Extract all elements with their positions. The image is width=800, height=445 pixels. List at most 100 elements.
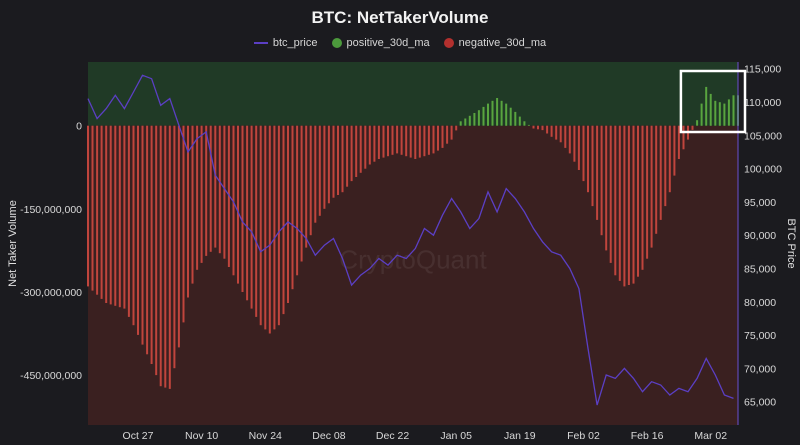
negative-bar <box>605 125 608 251</box>
positive-bar <box>459 121 462 126</box>
negative-bar <box>364 125 367 169</box>
negative-bar <box>577 125 580 170</box>
right-axis-ticks: 65,000 70,000 75,000 80,000 85,000 90,000 95,0… <box>744 64 782 409</box>
negative-bar <box>691 125 694 130</box>
positive-bar <box>518 116 521 126</box>
negative-bar <box>537 125 539 130</box>
negative-bar <box>114 125 117 306</box>
negative-bar <box>677 125 680 159</box>
negative-bar <box>291 125 294 290</box>
x-tick-label: Oct 27 <box>123 430 154 442</box>
negative-bar <box>105 125 108 303</box>
negative-bar <box>196 125 199 270</box>
negative-bar <box>450 125 453 140</box>
negative-bar <box>437 125 439 151</box>
negative-bar <box>564 125 567 148</box>
legend-item-negative[interactable]: negative_30d_ma <box>443 37 547 49</box>
negative-bar <box>300 125 303 262</box>
negative-bar <box>87 125 89 287</box>
negative-bar <box>355 125 358 177</box>
y2-tick-label: 90,000 <box>744 230 776 242</box>
negative-bar <box>277 125 280 326</box>
y-tick-label: -150,000,000 <box>20 204 82 216</box>
positive-bar <box>514 111 517 126</box>
negative-bar <box>618 125 621 281</box>
negative-bar <box>218 125 221 254</box>
negative-bar <box>305 125 308 248</box>
negative-bar <box>346 125 349 187</box>
negative-bar <box>118 125 121 308</box>
negative-bar <box>655 125 658 234</box>
negative-bar <box>382 125 385 158</box>
positive-bar <box>527 124 530 126</box>
negative-bar <box>173 125 176 369</box>
negative-bar <box>414 125 417 159</box>
negative-bar <box>673 125 676 176</box>
negative-bar <box>123 125 126 309</box>
y2-tick-label: 80,000 <box>744 297 776 309</box>
negative-bar <box>109 125 112 305</box>
legend-swatch-positive <box>331 38 342 48</box>
x-tick-label: Dec 22 <box>376 430 409 442</box>
negative-bar <box>664 125 667 207</box>
negative-bar <box>141 125 144 345</box>
negative-bar <box>637 125 639 277</box>
negative-bar <box>641 125 644 270</box>
legend: btc_price positive_30d_ma negative_30d_m… <box>0 37 800 49</box>
negative-bar <box>246 125 249 301</box>
positive-bar <box>714 100 717 126</box>
positive-bar <box>482 106 485 126</box>
positive-bar <box>523 121 526 126</box>
positive-bar <box>500 100 503 126</box>
negative-bar <box>177 125 180 348</box>
negative-bar <box>568 125 571 154</box>
negative-bar <box>137 125 139 335</box>
y2-tick-label: 100,000 <box>744 164 782 176</box>
positive-bar <box>727 99 730 126</box>
negative-bar <box>187 125 189 298</box>
negative-bar <box>391 125 394 155</box>
negative-bar <box>427 125 430 155</box>
legend-item-btc-price[interactable]: btc_price <box>253 37 318 49</box>
positive-bar <box>468 115 471 126</box>
negative-bar <box>337 125 339 195</box>
negative-bar <box>441 125 444 148</box>
negative-bar <box>614 125 617 276</box>
negative-bar <box>387 125 389 157</box>
negative-bar <box>550 125 553 137</box>
negative-bar <box>241 125 244 292</box>
y2-tick-label: 115,000 <box>744 64 781 76</box>
positive-bar <box>700 103 703 126</box>
negative-bar <box>627 125 630 285</box>
negative-bar <box>623 125 626 287</box>
negative-zone <box>88 125 738 426</box>
negative-bar <box>405 125 408 157</box>
negative-bar <box>559 125 562 143</box>
negative-bar <box>282 125 285 315</box>
negative-bar <box>332 125 335 198</box>
y2-tick-label: 95,000 <box>744 197 776 209</box>
legend-item-positive[interactable]: positive_30d_ma <box>331 37 430 49</box>
legend-swatch-negative <box>443 38 454 48</box>
negative-bar <box>573 125 576 162</box>
negative-bar <box>159 125 162 387</box>
x-tick-label: Nov 10 <box>185 430 218 442</box>
negative-bar <box>227 125 230 267</box>
x-tick-label: Feb 02 <box>567 430 600 442</box>
x-tick-label: Nov 24 <box>249 430 282 442</box>
negative-bar <box>546 125 549 134</box>
legend-label-negative: negative_30d_ma <box>458 37 547 49</box>
negative-bar <box>182 125 185 323</box>
highlight-box <box>679 69 747 134</box>
y2-tick-label: 70,000 <box>744 363 776 375</box>
x-tick-label: Feb 16 <box>631 430 664 442</box>
positive-bar <box>496 98 499 126</box>
negative-bar <box>259 125 262 326</box>
negative-bar <box>327 125 330 204</box>
legend-label-btc-price: btc_price <box>272 37 318 49</box>
negative-bar <box>350 125 353 182</box>
x-axis-ticks: Oct 27 Nov 10 Nov 24 Dec 08 Dec 22 Jan 05 Jan … <box>123 430 728 442</box>
negative-bar <box>359 125 362 173</box>
y-tick-label: -300,000,000 <box>20 287 82 299</box>
